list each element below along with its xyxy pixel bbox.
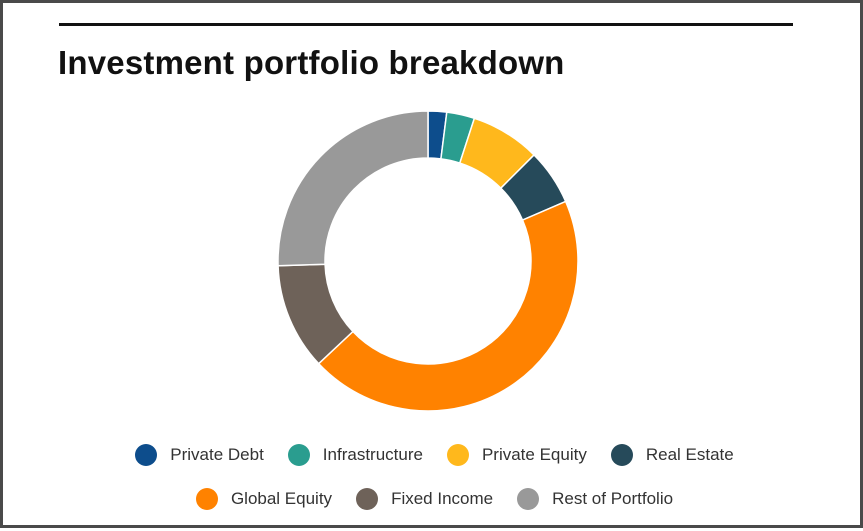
legend-item[interactable]: Fixed Income xyxy=(356,488,493,510)
legend-label: Fixed Income xyxy=(391,489,494,508)
legend-item[interactable]: Infrastructure xyxy=(287,444,423,466)
legend-label: Infrastructure xyxy=(322,445,423,464)
donut-slice-global-equity[interactable] xyxy=(317,200,579,412)
top-rule xyxy=(59,23,793,26)
donut-slice-rest-of-portfolio[interactable] xyxy=(277,110,429,267)
legend-swatch xyxy=(135,444,158,466)
legend-swatch xyxy=(287,444,310,466)
legend-item[interactable]: Private Debt xyxy=(135,444,264,466)
legend-swatch xyxy=(356,488,379,510)
legend-item[interactable]: Private Equity xyxy=(446,444,587,466)
legend-label: Rest of Portfolio xyxy=(552,489,674,508)
chart-title: Investment portfolio breakdown xyxy=(58,44,565,81)
legend-label: Global Equity xyxy=(230,489,333,508)
legend-row: Global Equity Fixed Income Rest of Portfol… xyxy=(3,488,863,510)
legend-label: Private Debt xyxy=(170,445,264,464)
donut-chart xyxy=(277,110,579,412)
legend-swatch xyxy=(517,488,540,510)
legend-item[interactable]: Rest of Portfolio xyxy=(517,488,673,510)
legend-row: Private Debt Infrastructure Private Equity… xyxy=(3,444,863,466)
legend-swatch xyxy=(610,444,633,466)
legend-swatch xyxy=(195,488,218,510)
legend-label: Real Estate xyxy=(645,445,734,464)
legend-swatch xyxy=(446,444,469,466)
legend-item[interactable]: Real Estate xyxy=(610,444,734,466)
legend-item[interactable]: Global Equity xyxy=(195,488,333,510)
legend-label: Private Equity xyxy=(481,445,587,464)
